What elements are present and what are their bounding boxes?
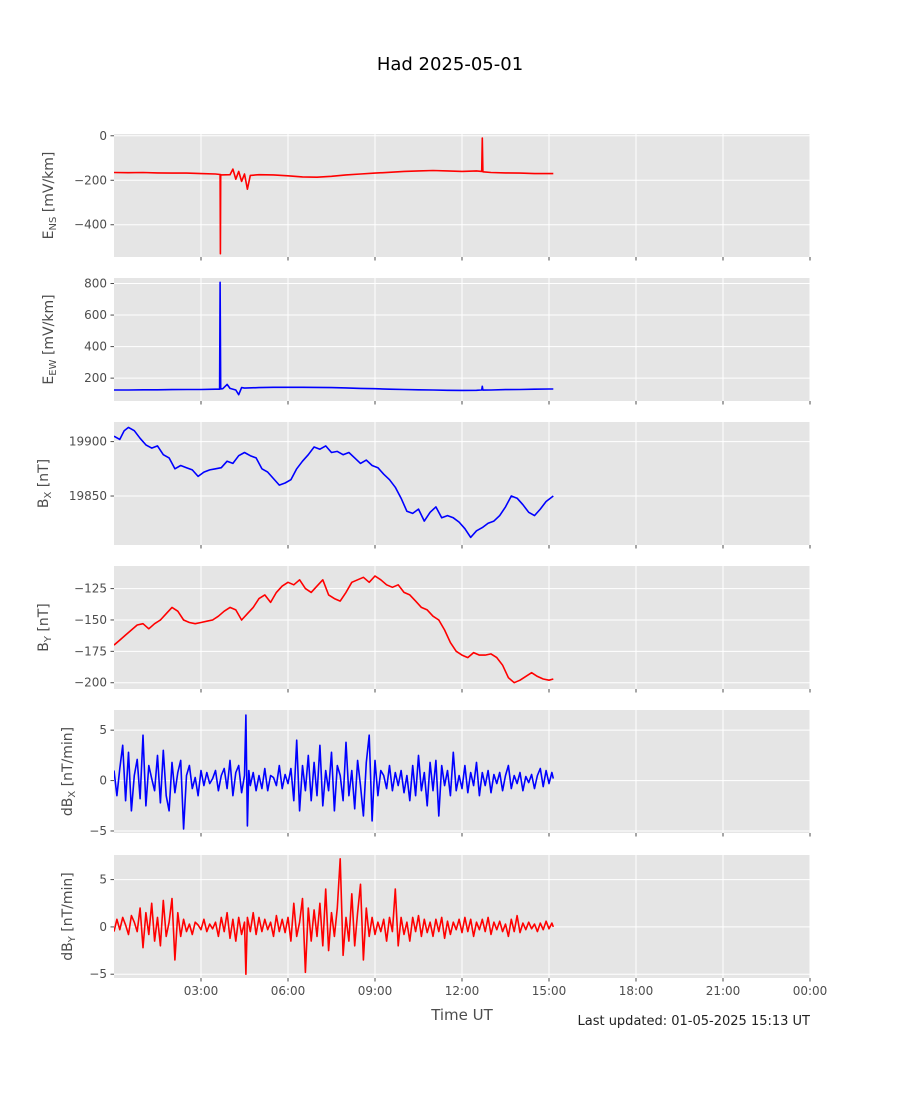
y-tick-label: 400 [84,340,107,354]
series-line [114,857,555,976]
x-tick-label: 12:00 [445,984,480,998]
series-line [114,575,554,684]
y-tick-label: 0 [99,129,107,143]
y-tick-label: 0 [99,920,107,934]
chart-title: Had 2025-05-01 [377,54,523,75]
y-tick-label: −200 [74,676,107,690]
x-tick-label: 03:00 [184,984,219,998]
y-tick-label: 0 [99,774,107,788]
x-tick-label: 15:00 [532,984,567,998]
y-tick-label: 800 [84,277,107,291]
y-tick-label: −200 [74,173,107,187]
y-tick-label: −175 [74,644,107,658]
x-tick-label: 06:00 [271,984,306,998]
y-axis-label: dBX [nT/min] [60,727,78,816]
y-tick-label: 200 [84,371,107,385]
panel-2: 200 400 600 800 EEW [mV/km] [41,277,811,405]
x-tick-label: 09:00 [358,984,393,998]
x-tick-label: 00:00 [793,984,828,998]
panel-6: 03:00 06:00 09:00 12:00 15:00 18:00 21:00 00:00… [60,855,827,998]
panel-5: 5 0 −5 dBX [nT/min] [60,710,811,838]
y-tick-label: −5 [89,967,107,981]
x-axis-label: Time UT [430,1006,493,1024]
y-tick-label: −125 [74,582,107,596]
panel-3: 19850 19900 BX [nT] [36,422,811,549]
y-tick-label: −400 [74,218,107,232]
panels: 0 −200 −400 ENS [mV/km] 200 400 600 800 EEW [mV/… [36,129,827,998]
series-line [114,714,555,830]
y-tick-label: 19850 [69,489,107,503]
series-line [114,137,554,255]
y-tick-label: 19900 [69,435,107,449]
y-axis-label: ENS [mV/km] [41,152,59,240]
series-line [114,281,554,396]
panel-4: −125 −150 −175 −200 BY [nT] [36,566,811,693]
y-axis-label: dBY [nT/min] [60,872,78,961]
last-updated-text: Last updated: 01-05-2025 15:13 UT [577,1014,810,1029]
y-tick-label: 600 [84,308,107,322]
y-tick-label: −150 [74,613,107,627]
panel-1: 0 −200 −400 ENS [mV/km] [41,129,811,261]
y-tick-label: 5 [99,873,107,887]
y-axis-label: BY [nT] [36,603,54,652]
y-axis-label: EEW [mV/km] [41,294,59,384]
series-line [114,426,554,539]
y-axis-label: BX [nT] [36,459,54,508]
y-tick-label: −5 [89,824,107,838]
x-tick-label: 18:00 [619,984,654,998]
y-tick-label: 5 [99,723,107,737]
x-tick-label: 21:00 [706,984,741,998]
